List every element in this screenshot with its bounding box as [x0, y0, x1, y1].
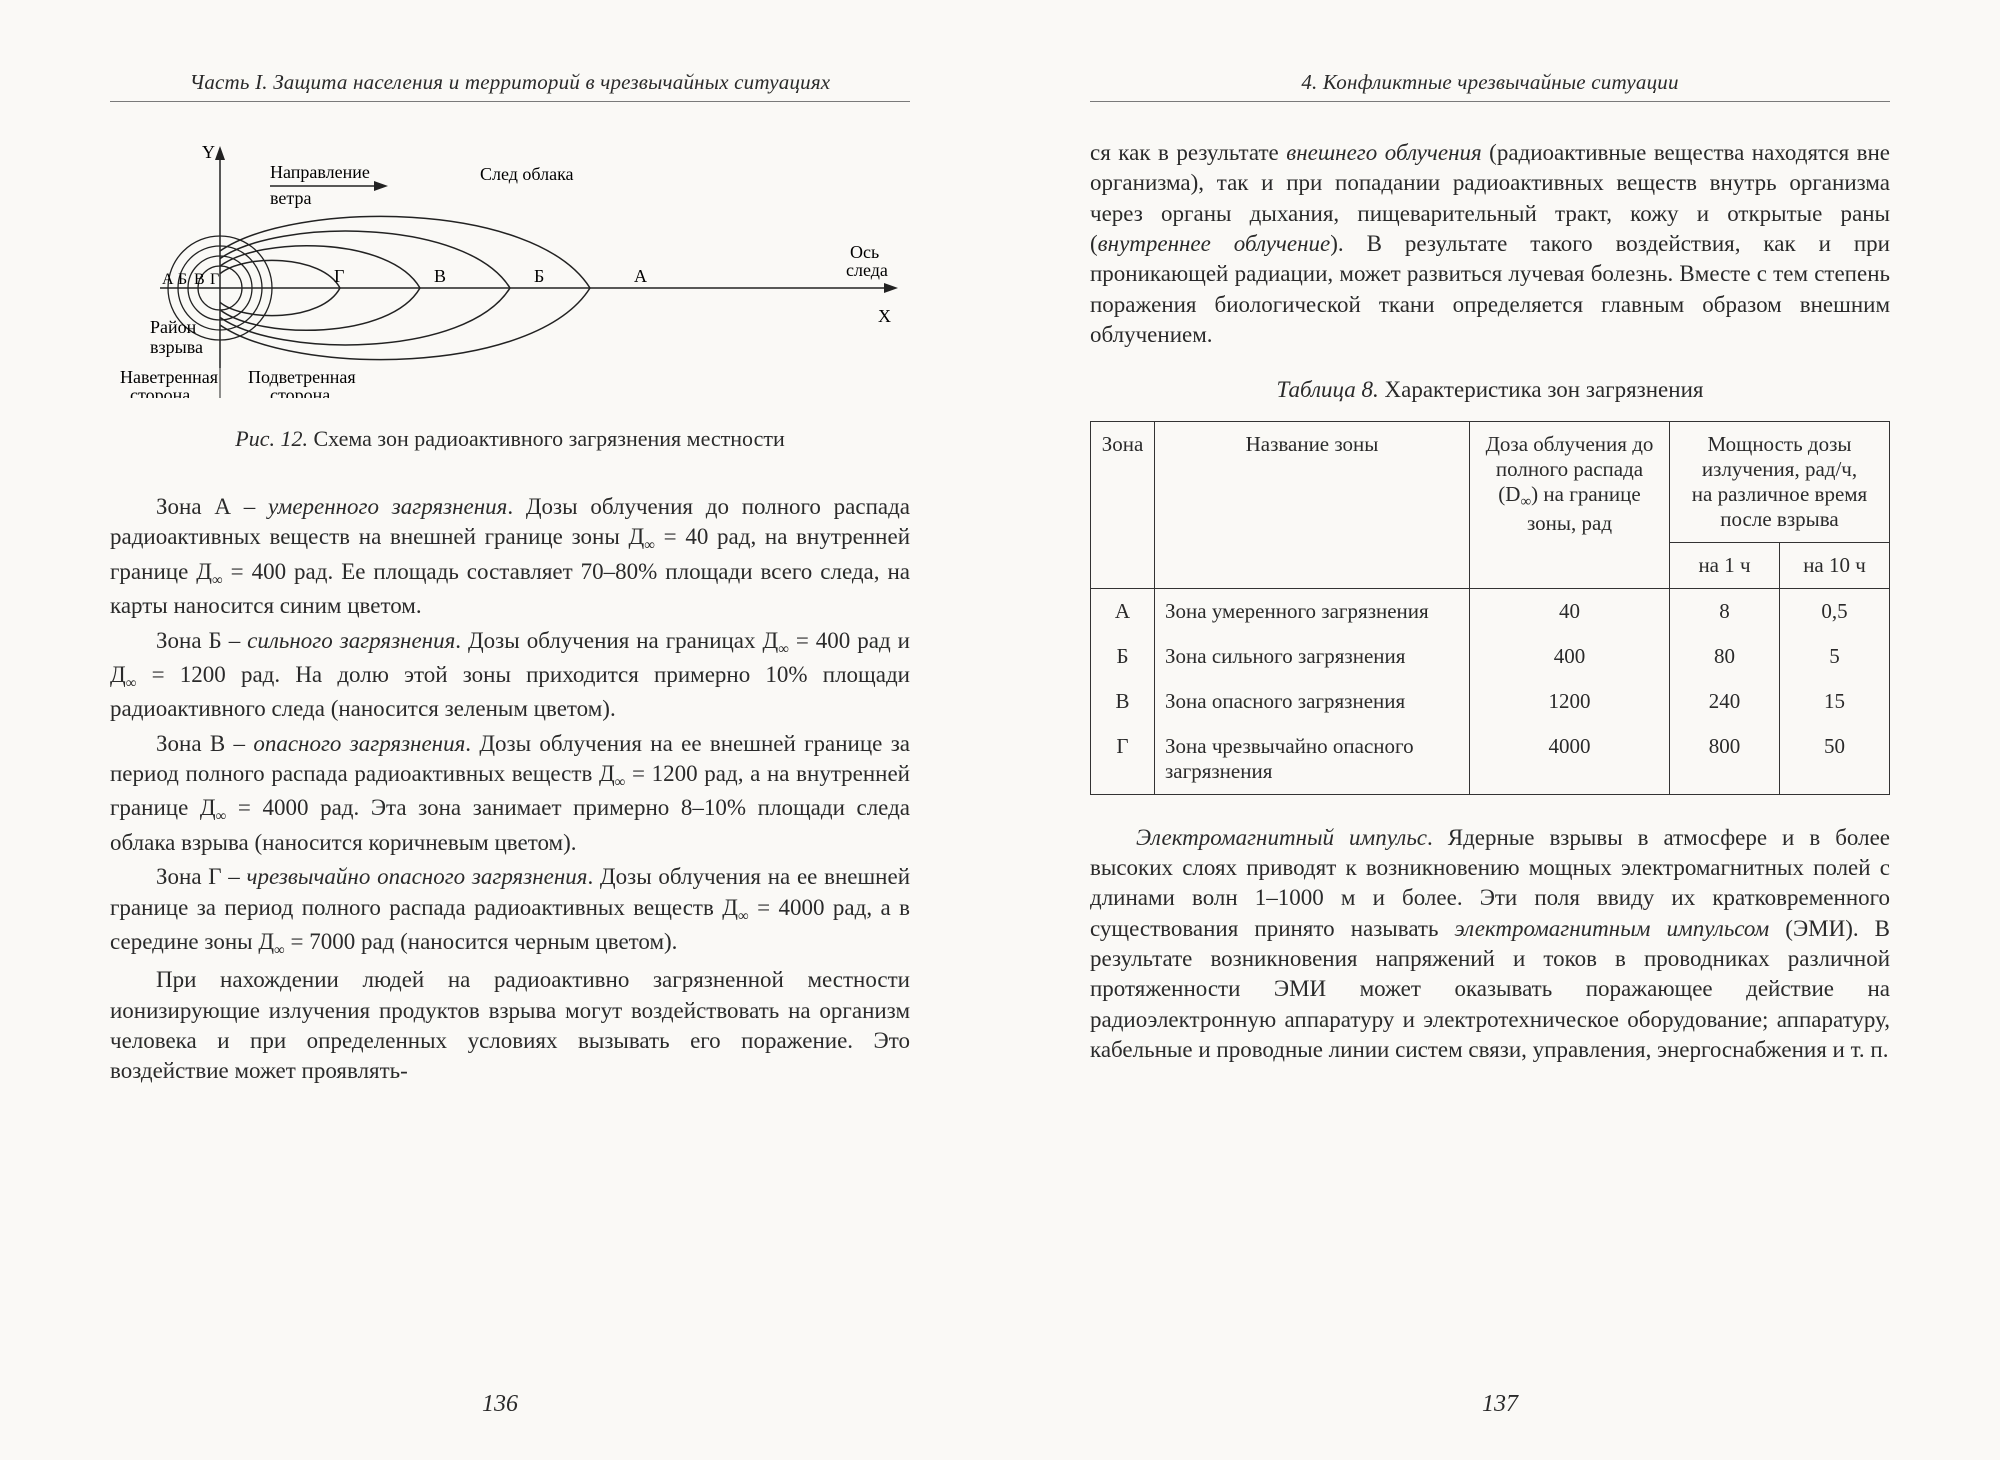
para-zone-a: Зона А – умеренного загрязнения. Дозы об…: [110, 492, 910, 622]
figure-caption-label: Рис. 12.: [235, 426, 308, 451]
svg-text:След облака: След облака: [480, 164, 574, 184]
table-cell: 5: [1780, 634, 1890, 679]
col-zone: Зона: [1091, 421, 1155, 588]
figure-caption: Рис. 12. Схема зон радиоактивного загряз…: [110, 426, 910, 452]
table-cell: 0,5: [1780, 588, 1890, 634]
col-rate: Мощность дозы излучения, рад/ч, на разли…: [1670, 421, 1890, 542]
para-zone-g: Зона Г – чрезвычайно опасного загрязнени…: [110, 862, 910, 961]
book-spread: Часть I. Защита населения и территорий в…: [0, 0, 2000, 1460]
svg-text:Б: Б: [178, 271, 187, 288]
table-cell: 8: [1670, 588, 1780, 634]
svg-text:Район: Район: [150, 317, 197, 337]
table-head: Зона Название зоны Доза облучения до пол…: [1091, 421, 1890, 588]
svg-text:Y: Y: [202, 142, 215, 162]
table-row: ВЗона опасного загрязнения120024015: [1091, 679, 1890, 724]
table-cell: Зона чрезвычайно опасного загрязнения: [1155, 724, 1470, 795]
svg-text:Наветренная: Наветренная: [120, 367, 218, 387]
table-body: АЗона умеренного загрязнения4080,5БЗона …: [1091, 588, 1890, 794]
svg-text:сторона: сторона: [130, 385, 190, 398]
table-cell: 240: [1670, 679, 1780, 724]
svg-text:Ось: Ось: [850, 242, 879, 262]
table-cell: 50: [1780, 724, 1890, 795]
para-zone-b: Зона Б – сильного загрязнения. Дозы облу…: [110, 626, 910, 725]
contamination-diagram: YXНаправлениеветраСлед облакаАБВГГВБАРай…: [110, 138, 910, 398]
svg-text:Подветренная: Подветренная: [248, 367, 356, 387]
page-number-right: 137: [1000, 1391, 2000, 1418]
table-cell: 800: [1670, 724, 1780, 795]
table-title: Таблица 8. Характеристика зон загрязнени…: [1090, 377, 1890, 403]
svg-text:А: А: [162, 271, 174, 288]
table-row: ГЗона чрезвычайно опасного загрязнения40…: [1091, 724, 1890, 795]
page-left: Часть I. Защита населения и территорий в…: [0, 0, 1000, 1460]
svg-text:А: А: [634, 266, 647, 286]
table-title-text: Характеристика зон загрязнения: [1379, 377, 1704, 402]
running-head-right: 4. Конфликтные чрезвычайные ситуации: [1090, 70, 1890, 102]
table-cell: Зона опасного загрязнения: [1155, 679, 1470, 724]
svg-text:Г: Г: [210, 271, 219, 288]
svg-text:Г: Г: [334, 266, 344, 286]
svg-text:сторона: сторона: [270, 385, 330, 398]
table-cell: 4000: [1470, 724, 1670, 795]
svg-text:В: В: [194, 271, 205, 288]
svg-text:X: X: [878, 306, 891, 326]
subcol-1h: на 1 ч: [1670, 542, 1780, 588]
table-cell: 80: [1670, 634, 1780, 679]
table-cell: Зона сильного загрязнения: [1155, 634, 1470, 679]
page-right: 4. Конфликтные чрезвычайные ситуации ся …: [1000, 0, 2000, 1460]
contamination-table: Зона Название зоны Доза облучения до пол…: [1090, 421, 1890, 795]
svg-text:В: В: [434, 266, 446, 286]
running-head-left: Часть I. Защита населения и территорий в…: [110, 70, 910, 102]
table-cell: Г: [1091, 724, 1155, 795]
table-cell: А: [1091, 588, 1155, 634]
para-emp: Электромагнитный импульс. Ядерные взрывы…: [1090, 823, 1890, 1066]
subcol-10h: на 10 ч: [1780, 542, 1890, 588]
table-cell: Зона умеренного загрязнения: [1155, 588, 1470, 634]
table-title-label: Таблица 8.: [1277, 377, 1379, 402]
figure-caption-text: Схема зон радиоактивного загрязнения мес…: [308, 426, 785, 451]
col-dose: Доза облучения до полного распада (D∞) н…: [1470, 421, 1670, 588]
table-cell: 15: [1780, 679, 1890, 724]
table-row: БЗона сильного загрязнения400805: [1091, 634, 1890, 679]
svg-text:Б: Б: [534, 266, 544, 286]
para-exposure: При нахождении людей на радиоактивно заг…: [110, 965, 910, 1086]
svg-text:взрыва: взрыва: [150, 337, 203, 357]
table-cell: Б: [1091, 634, 1155, 679]
table-cell: 1200: [1470, 679, 1670, 724]
svg-text:ветра: ветра: [270, 188, 311, 208]
page-number-left: 136: [0, 1391, 1000, 1418]
svg-text:следа: следа: [846, 260, 888, 280]
col-name: Название зоны: [1155, 421, 1470, 588]
para-continuation: ся как в результате внешнего облучения (…: [1090, 138, 1890, 351]
svg-text:Направление: Направление: [270, 162, 370, 182]
table-cell: 400: [1470, 634, 1670, 679]
table-cell: 40: [1470, 588, 1670, 634]
table-cell: В: [1091, 679, 1155, 724]
table-row: АЗона умеренного загрязнения4080,5: [1091, 588, 1890, 634]
para-zone-v: Зона В – опасного загрязнения. Дозы облу…: [110, 729, 910, 859]
